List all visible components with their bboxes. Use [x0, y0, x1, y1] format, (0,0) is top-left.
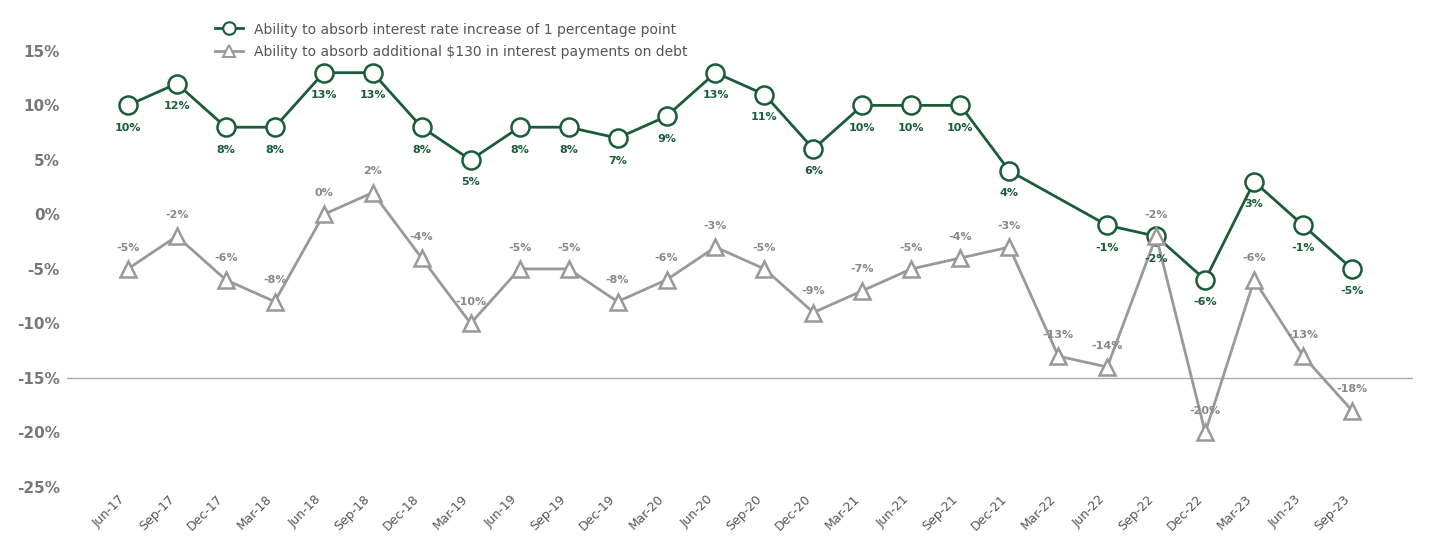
Text: 9%: 9% — [656, 134, 676, 144]
Text: -1%: -1% — [1095, 243, 1120, 253]
Text: 8%: 8% — [511, 145, 529, 155]
Text: 13%: 13% — [702, 90, 729, 100]
Text: -1%: -1% — [1291, 243, 1316, 253]
Text: 8%: 8% — [412, 145, 430, 155]
Text: -8%: -8% — [606, 275, 629, 285]
Text: 10%: 10% — [947, 123, 974, 133]
Text: -2%: -2% — [1144, 254, 1168, 263]
Text: 0%: 0% — [315, 188, 333, 198]
Text: 8%: 8% — [559, 145, 578, 155]
Text: -2%: -2% — [164, 210, 189, 220]
Text: 10%: 10% — [898, 123, 925, 133]
Text: 11%: 11% — [751, 112, 778, 122]
Text: -3%: -3% — [998, 221, 1021, 231]
Text: -13%: -13% — [1287, 330, 1318, 340]
Text: -6%: -6% — [655, 254, 678, 263]
Text: -3%: -3% — [704, 221, 728, 231]
Text: 10%: 10% — [849, 123, 875, 133]
Text: 8%: 8% — [216, 145, 235, 155]
Text: 8%: 8% — [266, 145, 285, 155]
Text: -2%: -2% — [1144, 210, 1168, 220]
Text: -5%: -5% — [752, 243, 776, 252]
Text: -10%: -10% — [455, 297, 486, 307]
Text: -5%: -5% — [899, 243, 922, 252]
Text: 6%: 6% — [804, 167, 822, 177]
Text: -6%: -6% — [1243, 254, 1266, 263]
Text: -5%: -5% — [1340, 287, 1364, 296]
Text: -6%: -6% — [1194, 297, 1217, 307]
Text: -4%: -4% — [948, 232, 972, 241]
Text: 7%: 7% — [608, 156, 626, 166]
Text: -20%: -20% — [1190, 406, 1221, 416]
Text: 12%: 12% — [163, 101, 190, 111]
Text: -5%: -5% — [116, 243, 140, 252]
Text: -6%: -6% — [214, 254, 237, 263]
Text: 4%: 4% — [1000, 188, 1018, 198]
Text: -4%: -4% — [410, 232, 433, 241]
Text: 13%: 13% — [359, 90, 386, 100]
Text: -14%: -14% — [1091, 340, 1123, 351]
Text: -5%: -5% — [508, 243, 532, 252]
Text: -18%: -18% — [1337, 384, 1367, 394]
Text: 10%: 10% — [114, 123, 142, 133]
Text: -8%: -8% — [263, 275, 286, 285]
Text: 3%: 3% — [1244, 199, 1264, 209]
Legend: Ability to absorb interest rate increase of 1 percentage point, Ability to absor: Ability to absorb interest rate increase… — [209, 16, 695, 66]
Text: -7%: -7% — [851, 265, 874, 274]
Text: 13%: 13% — [310, 90, 337, 100]
Text: -13%: -13% — [1042, 330, 1074, 340]
Text: 2%: 2% — [363, 166, 382, 176]
Text: 5%: 5% — [462, 177, 480, 188]
Text: -9%: -9% — [802, 286, 825, 296]
Text: -5%: -5% — [556, 243, 581, 252]
